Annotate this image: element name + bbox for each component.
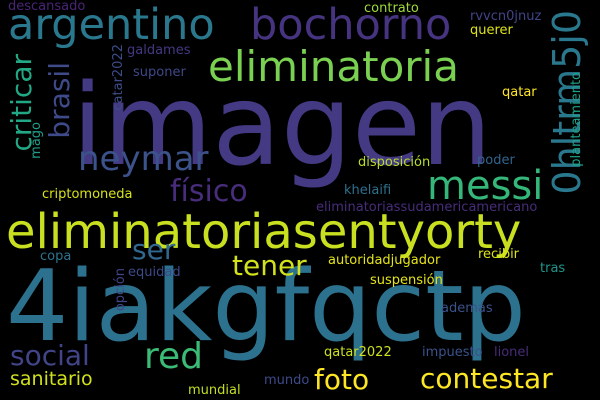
word-poder: poder	[477, 153, 515, 168]
word-mago: mago	[29, 122, 44, 159]
word-catar2022: catar2022	[111, 44, 126, 111]
word-equidad: equidad	[128, 265, 181, 280]
word-eliminatoriassudamericamericano: eliminatoriassudamericamericano	[316, 200, 538, 215]
word-qatar: qatar	[502, 85, 537, 100]
word-4iakgfqctp: 4iakgfqctp	[6, 250, 526, 364]
word-suponer: suponer	[133, 65, 186, 80]
word-contestar: contestar	[420, 362, 553, 395]
word-red: red	[144, 336, 204, 377]
word-khelaifi: khelaifi	[344, 183, 392, 198]
word-criptomoneda: criptomoneda	[42, 187, 133, 202]
word-social: social	[10, 339, 90, 372]
word-recibir: recibir	[478, 247, 520, 262]
word-eliminatoria: eliminatoria	[208, 42, 459, 91]
word-descansado: descansado	[8, 0, 86, 14]
word-neymar: neymar	[78, 139, 209, 179]
word-lionel: lionel	[494, 345, 530, 360]
word-opcion: opción	[113, 268, 128, 312]
word-autoridadjugador: autoridadjugador	[328, 253, 441, 268]
word-foto: foto	[314, 363, 370, 396]
word-suspension: suspensión	[370, 273, 443, 288]
word-galdames: galdames	[127, 43, 191, 58]
word-copa: copa	[40, 249, 72, 264]
word-contrato: contrato	[364, 1, 419, 16]
word-tras: tras	[540, 261, 566, 276]
word-ademas: además	[441, 301, 493, 316]
word-brasil: brasil	[43, 62, 76, 139]
word-ser: ser	[132, 233, 176, 266]
word-argentino: argentino	[8, 0, 215, 50]
word-planteamiento: planteamiento	[569, 72, 584, 167]
word-sanitario: sanitario	[10, 368, 93, 390]
word-qatar2022: qatar2022	[324, 345, 392, 360]
word-rvvcn0jnuz: rvvcn0jnuz	[470, 9, 542, 24]
word-imagen: imagen	[72, 61, 492, 191]
word-disposicion: disposición	[358, 155, 431, 170]
word-fisico: físico	[170, 174, 248, 209]
word-impuesto: impuesto	[422, 345, 483, 360]
word-mundo: mundo	[264, 373, 310, 388]
word-eliminatoriasentyorty: eliminatoriasentyorty	[6, 204, 522, 260]
word-querer: querer	[470, 23, 513, 38]
word-tener: tener	[232, 249, 307, 282]
word-messi: messi	[427, 163, 544, 209]
word-mundial: mundial	[188, 383, 241, 398]
word-bochorno: bochorno	[250, 0, 452, 50]
